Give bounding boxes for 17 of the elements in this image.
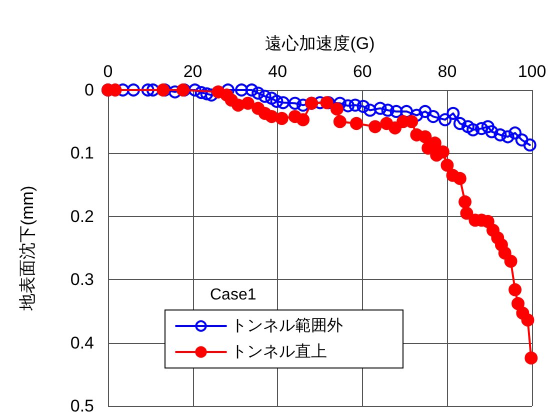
legend-label: トンネル範囲外 <box>231 318 343 334</box>
x-tick-label: 100 <box>518 62 546 81</box>
y-axis-title: 地表面沈下(mm) <box>18 186 37 312</box>
legend-title: Case1 <box>210 286 256 304</box>
y-tick-label: 0 <box>84 80 94 100</box>
y-tick-label: 0.4 <box>70 333 94 352</box>
legend-label: トンネル直上 <box>231 342 327 360</box>
x-tick-label: 80 <box>438 62 457 81</box>
y-tick-label: 0.5 <box>70 396 94 415</box>
x-tick-label: 0 <box>103 62 113 81</box>
x-tick-label: 60 <box>352 62 372 81</box>
y-tick-label: 0.3 <box>70 270 94 290</box>
y-tick-label: 0.2 <box>70 206 94 226</box>
x-axis-title: 遠心加速度(G) <box>265 34 375 53</box>
y-tick-label: 0.1 <box>70 144 94 163</box>
x-tick-label: 40 <box>268 62 288 81</box>
x-tick-label: 20 <box>183 62 202 81</box>
